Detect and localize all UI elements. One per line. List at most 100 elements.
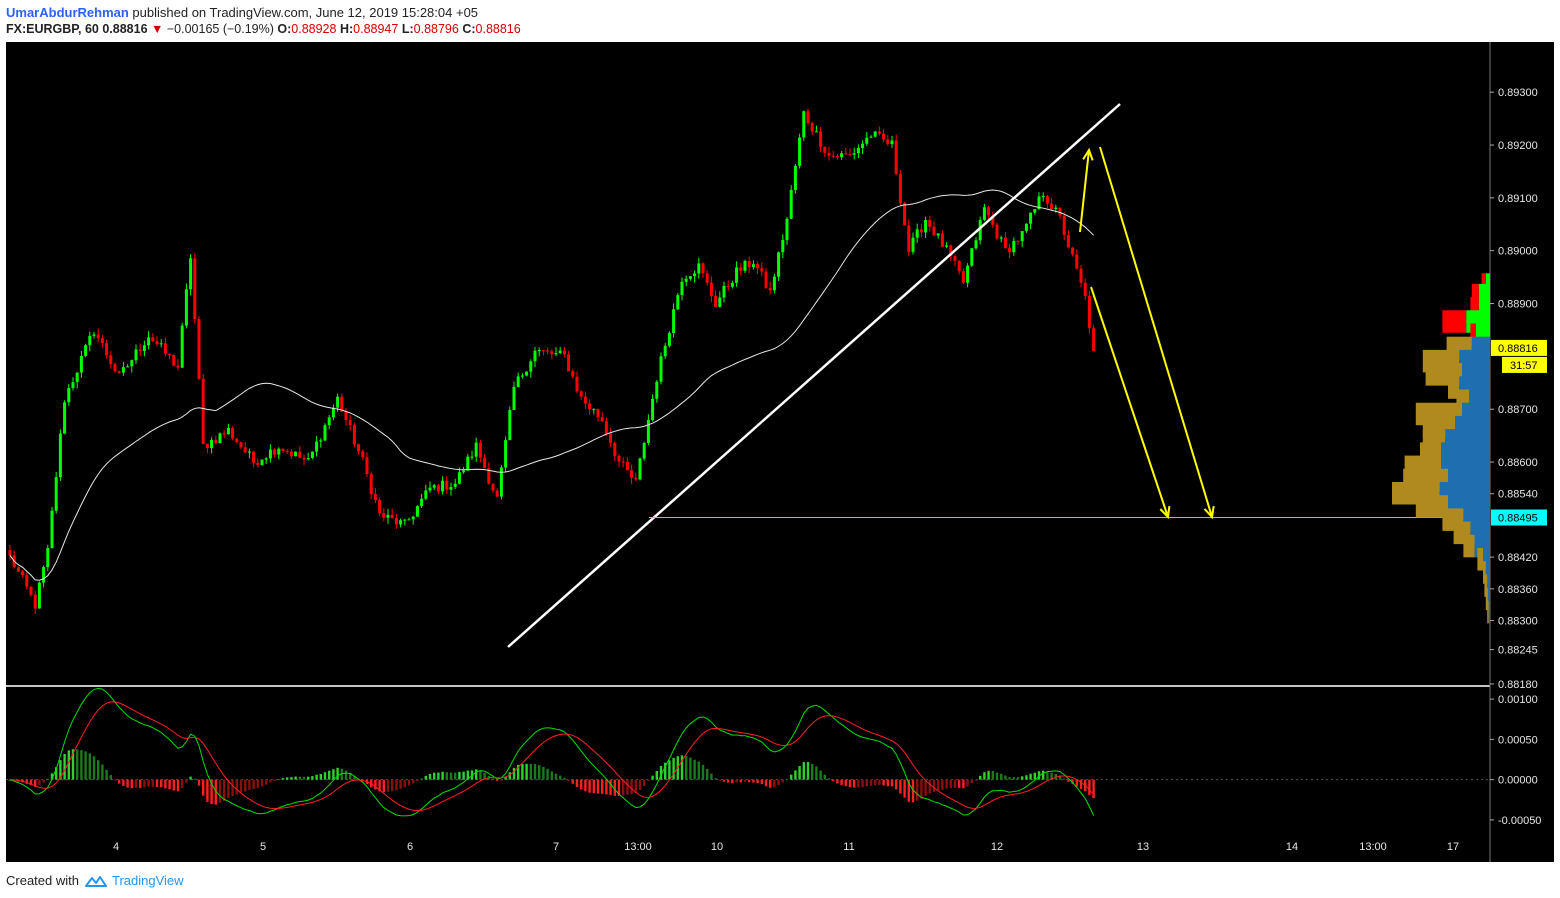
change-value: −0.00165 (−0.19%) xyxy=(166,22,274,36)
candle-body xyxy=(546,350,550,352)
macd-histogram-bar xyxy=(781,779,784,783)
candle-body xyxy=(991,215,995,225)
macd-histogram-bar xyxy=(147,779,150,787)
macd-histogram-bar xyxy=(323,772,327,780)
macd-histogram-bar xyxy=(722,779,726,782)
support-price-badge xyxy=(1491,509,1547,526)
volume-profile-down-bar xyxy=(1463,534,1475,558)
macd-histogram-bar xyxy=(1067,779,1070,782)
candle-body xyxy=(722,285,726,298)
macd-histogram-bar xyxy=(378,779,381,792)
price-chart[interactable]: 0.89300 0.89200 0.89100 0.89000 0.88900 0.887… xyxy=(6,42,1554,862)
macd-histogram-bar xyxy=(286,777,289,780)
candle-body xyxy=(856,147,860,154)
candle-body xyxy=(193,258,197,319)
price-tick-label: 0.88245 xyxy=(1498,645,1538,657)
macd-histogram-bar xyxy=(46,778,49,780)
candle-body xyxy=(260,459,264,465)
candle-body xyxy=(533,350,537,362)
tradingview-link[interactable]: TradingView xyxy=(112,873,184,888)
candle-body xyxy=(949,245,953,257)
candle-body xyxy=(966,265,970,283)
candle-body xyxy=(180,325,184,368)
candle-body xyxy=(1037,196,1041,210)
macd-histogram-bar xyxy=(1046,771,1049,780)
macd-histogram-bar xyxy=(731,779,734,784)
candle-body xyxy=(373,494,377,501)
volume-profile-down-bar xyxy=(1483,561,1486,584)
macd-histogram-bar xyxy=(248,779,251,790)
candle-body xyxy=(541,350,545,352)
candle-body xyxy=(579,391,583,397)
candle-body xyxy=(411,516,415,520)
macd-histogram-bar xyxy=(319,773,322,780)
price-tick-label: 0.89300 xyxy=(1498,87,1538,99)
macd-histogram-bar xyxy=(840,779,843,785)
macd-histogram-bar xyxy=(710,773,713,780)
close-label: C: xyxy=(462,22,476,36)
last-price: 0.88816 xyxy=(102,22,148,36)
price-tick-label: 0.88540 xyxy=(1498,489,1538,501)
candle-body xyxy=(159,343,163,345)
candle-body xyxy=(554,353,558,355)
candle-body xyxy=(504,440,508,468)
candle-body xyxy=(516,376,520,388)
macd-histogram-bar xyxy=(735,779,738,783)
candle-body xyxy=(1016,240,1020,242)
macd-histogram-bar xyxy=(651,775,654,780)
candle-body xyxy=(386,514,390,518)
macd-histogram-bar xyxy=(995,772,999,780)
candle-body xyxy=(672,309,676,334)
candle-body xyxy=(562,350,566,355)
macd-histogram-bar xyxy=(420,778,423,780)
candle-body xyxy=(247,451,251,453)
macd-histogram-bar xyxy=(1058,775,1062,780)
candle-body xyxy=(378,500,382,514)
candle-body xyxy=(697,263,701,274)
macd-histogram-bar xyxy=(1008,777,1011,780)
macd-histogram-bar xyxy=(571,779,574,784)
candle-body xyxy=(1062,215,1066,235)
macd-histogram-bar xyxy=(903,779,906,798)
macd-histogram-bar xyxy=(605,779,608,795)
macd-histogram-bar xyxy=(752,779,755,783)
macd-histogram-bar xyxy=(538,765,541,780)
macd-histogram-bar xyxy=(353,776,356,780)
candle-body xyxy=(583,396,587,404)
macd-histogram-bar xyxy=(269,779,272,783)
macd-histogram-bar xyxy=(294,776,297,780)
macd-histogram-bar xyxy=(500,779,503,781)
macd-histogram-bar xyxy=(827,778,831,780)
symbol-label[interactable]: FX:EURGBP, 60 xyxy=(6,22,99,36)
low-label: L: xyxy=(401,22,414,36)
candle-body xyxy=(390,514,394,518)
time-tick-label: 4 xyxy=(113,841,119,853)
candle-body xyxy=(819,131,823,147)
candle-body xyxy=(785,218,789,240)
macd-histogram-bar xyxy=(340,768,343,780)
candle-body xyxy=(814,131,818,133)
candle-body xyxy=(810,123,814,132)
candle-body xyxy=(113,364,117,372)
macd-histogram-bar xyxy=(130,779,133,789)
candle-body xyxy=(1092,328,1096,352)
macd-histogram-bar xyxy=(470,770,474,780)
macd-line xyxy=(9,687,1095,817)
macd-histogram-bar xyxy=(567,779,570,781)
macd-histogram-bar xyxy=(424,775,427,780)
macd-histogram-bar xyxy=(223,779,226,801)
macd-histogram-bar xyxy=(202,779,205,796)
candle-body xyxy=(184,289,188,326)
candle-body xyxy=(911,237,915,252)
macd-histogram-bar xyxy=(773,779,776,788)
macd-histogram-bar xyxy=(718,779,721,781)
macd-histogram-bar xyxy=(1004,775,1007,780)
candle-body xyxy=(1066,234,1070,248)
candle-body xyxy=(210,439,214,449)
author-link[interactable]: UmarAbdurRehman xyxy=(6,5,129,20)
macd-histogram-bar xyxy=(911,779,915,803)
candle-body xyxy=(243,447,247,453)
macd-histogram-bar xyxy=(265,779,268,785)
macd-histogram-bar xyxy=(1029,773,1032,780)
macd-histogram-bar xyxy=(88,753,91,780)
